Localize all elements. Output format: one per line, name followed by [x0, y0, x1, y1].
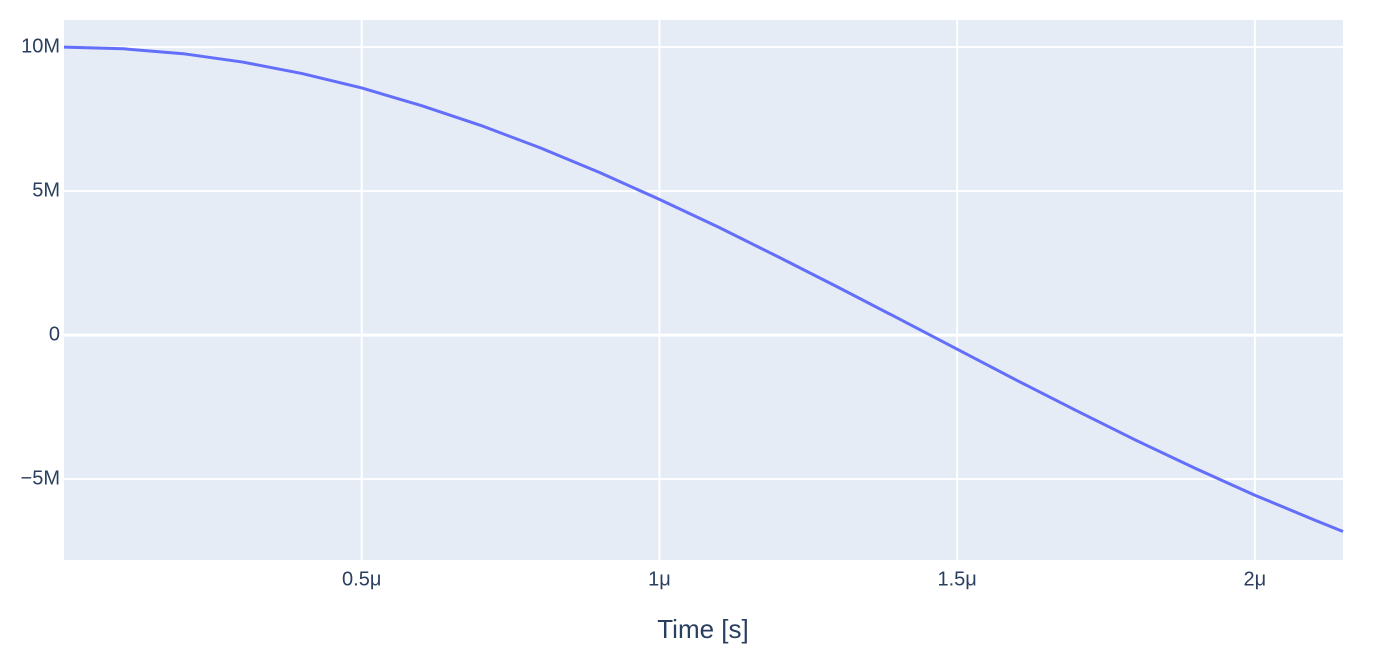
- line: [63, 45, 1344, 533]
- x-tick-label: 1.5μ: [937, 568, 976, 590]
- y-tick-label: 5M: [32, 179, 60, 201]
- y-tick-label: −5M: [21, 467, 60, 489]
- x-tick-label: 2μ: [1244, 568, 1267, 590]
- x-tick-label: 0.5μ: [342, 568, 381, 590]
- x-tick-label: 1μ: [648, 568, 671, 590]
- plot-area: [64, 20, 1343, 560]
- y-tick-label: 10M: [21, 35, 60, 57]
- x-axis-title: Time [s]: [657, 614, 748, 644]
- y-tick-label: 0: [49, 323, 60, 345]
